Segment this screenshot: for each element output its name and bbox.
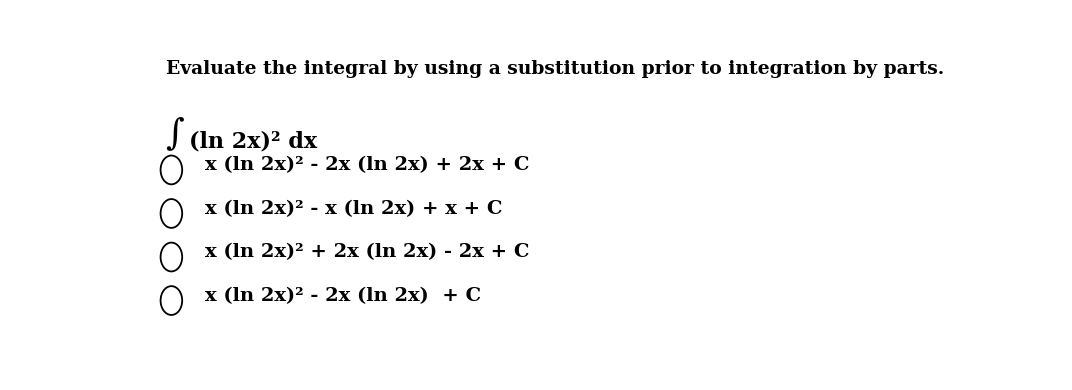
Text: ∫: ∫ <box>165 116 184 150</box>
Text: x (ln 2x)² - x (ln 2x) + x + C: x (ln 2x)² - x (ln 2x) + x + C <box>205 200 502 218</box>
Text: Evaluate the integral by using a substitution prior to integration by parts.: Evaluate the integral by using a substit… <box>165 60 943 78</box>
Text: x (ln 2x)² - 2x (ln 2x)  + C: x (ln 2x)² - 2x (ln 2x) + C <box>205 287 480 305</box>
Text: x (ln 2x)² - 2x (ln 2x) + 2x + C: x (ln 2x)² - 2x (ln 2x) + 2x + C <box>205 156 530 174</box>
Text: x (ln 2x)² + 2x (ln 2x) - 2x + C: x (ln 2x)² + 2x (ln 2x) - 2x + C <box>205 243 530 262</box>
Text: (ln 2x)² dx: (ln 2x)² dx <box>189 131 317 153</box>
